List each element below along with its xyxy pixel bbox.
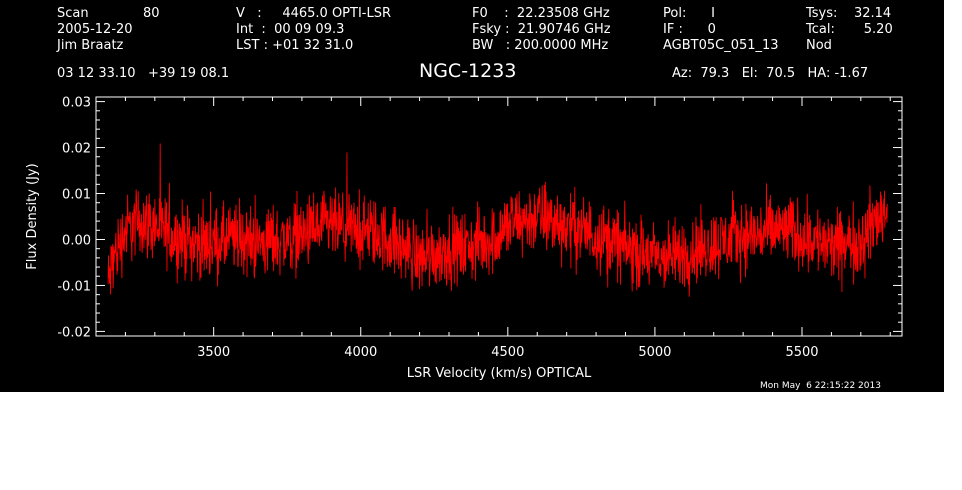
- if-number: IF : 0: [663, 22, 716, 37]
- lst-readout: LST : +01 32 31.0: [236, 38, 354, 53]
- az-el-ha-readout: Az: 79.3 El: 70.5 HA: -1.67: [672, 66, 869, 81]
- source-name: NGC-1233: [419, 60, 517, 82]
- spectrum-trace: [107, 143, 888, 297]
- x-tick-label: 4000: [344, 345, 377, 360]
- plot-frame: [95, 96, 903, 337]
- rest-frequency: F0 : 22.23508 GHz: [472, 6, 610, 21]
- x-axis-label: LSR Velocity (km/s) OPTICAL: [407, 366, 592, 381]
- velocity-readout: V : 4465.0 OPTI-LSR: [236, 6, 392, 21]
- x-tick-label: 5000: [638, 345, 671, 360]
- y-tick-label: 0.01: [62, 188, 91, 203]
- project-id: AGBT05C_051_13: [663, 38, 779, 53]
- sky-frequency: Fsky : 21.90746 GHz: [472, 22, 611, 37]
- observation-date: 2005-12-20: [57, 22, 133, 37]
- system-temperature: Tsys: 32.14: [806, 6, 892, 21]
- timestamp: Mon May 6 22:15:22 2013: [760, 381, 881, 391]
- x-tick-label: 5500: [785, 345, 818, 360]
- y-tick-label: 0.02: [62, 142, 91, 157]
- x-tick-label: 4500: [491, 345, 524, 360]
- integration-time: Int : 00 09 09.3: [236, 22, 345, 37]
- polarization: Pol: I: [663, 6, 715, 21]
- scan-label: Scan: [57, 6, 89, 21]
- y-tick-label: 0.00: [62, 233, 91, 248]
- spectrum-panel: Scan 80 2005-12-20 Jim Braatz V : 4465.0…: [0, 0, 944, 392]
- scan-number: 80: [143, 6, 160, 21]
- y-tick-label: 0.03: [62, 96, 91, 111]
- y-axis-label: Flux Density (Jy): [25, 163, 40, 269]
- y-tick-label: -0.01: [57, 279, 91, 294]
- cal-temperature: Tcal: 5.20: [806, 22, 893, 37]
- source-coordinates: 03 12 33.10 +39 19 08.1: [57, 66, 230, 81]
- x-tick-label: 3500: [197, 345, 230, 360]
- spectrum-plot: 3500 4000 4500 5000 5500 -0.02 -0.01 0.00 0.01 0.…: [25, 96, 903, 381]
- observer-name: Jim Braatz: [57, 38, 124, 53]
- bandwidth: BW : 200.0000 MHz: [472, 38, 609, 53]
- y-tick-label: -0.02: [57, 325, 91, 340]
- switching-mode: Nod: [806, 38, 832, 53]
